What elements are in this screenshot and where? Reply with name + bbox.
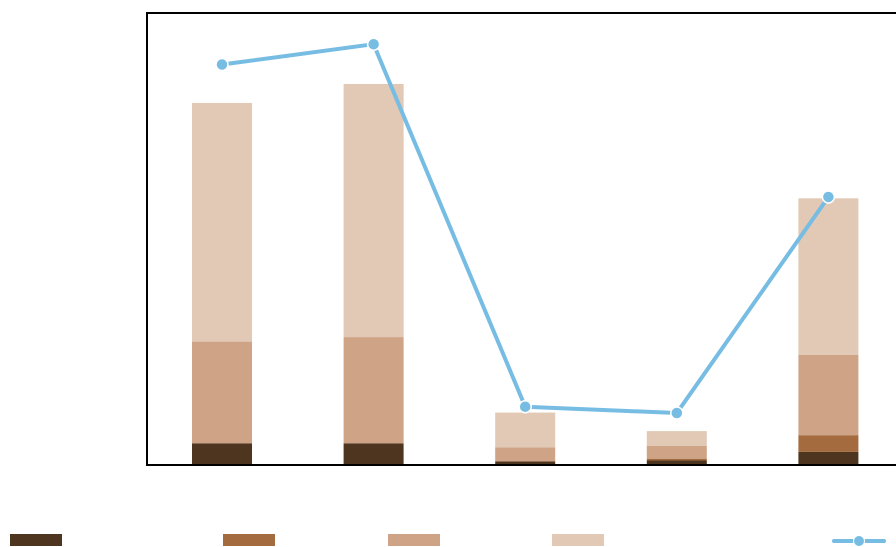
line-point-2 [366,37,381,51]
bar-segment-series-3-cat-1 [192,341,252,444]
line-point-5 [821,190,836,204]
line-layer [215,37,836,420]
bar-segment-series-1-cat-1 [192,443,252,465]
line-point-1 [215,57,229,72]
bar-segment-series-3-cat-3 [495,447,556,462]
legend-swatch-series-1 [10,534,62,546]
bar-segment-series-3-cat-2 [343,337,404,444]
bar-segment-series-2-cat-4 [646,458,707,461]
line-point-4 [670,406,684,420]
bar-segment-series-4-cat-1 [192,102,252,342]
legend-swatch-series-3 [388,534,440,546]
bar-segment-series-2-cat-5 [798,435,859,452]
bar-segment-series-4-cat-5 [798,198,859,355]
stacked-bar-line-chart [146,12,896,466]
bar-segment-series-4-cat-2 [343,83,404,338]
bar-segment-series-1-cat-3 [495,461,556,465]
bar-segment-series-3-cat-5 [798,354,859,436]
legend-swatch-series-2 [223,534,275,546]
legend-line-marker [853,535,865,547]
bar-segment-series-4-cat-3 [495,412,556,448]
legend [0,528,896,547]
bar-segment-series-4-cat-4 [646,431,707,447]
bar-layer [192,83,859,465]
legend-swatch-series-4 [552,534,604,546]
plot-frame [146,12,896,466]
bar-segment-series-1-cat-5 [798,451,859,465]
bar-segment-series-1-cat-4 [646,460,707,465]
bar-segment-series-3-cat-4 [646,446,707,459]
bar-segment-series-1-cat-2 [343,443,404,465]
line-series-path [221,42,831,416]
line-point-3 [518,399,532,414]
